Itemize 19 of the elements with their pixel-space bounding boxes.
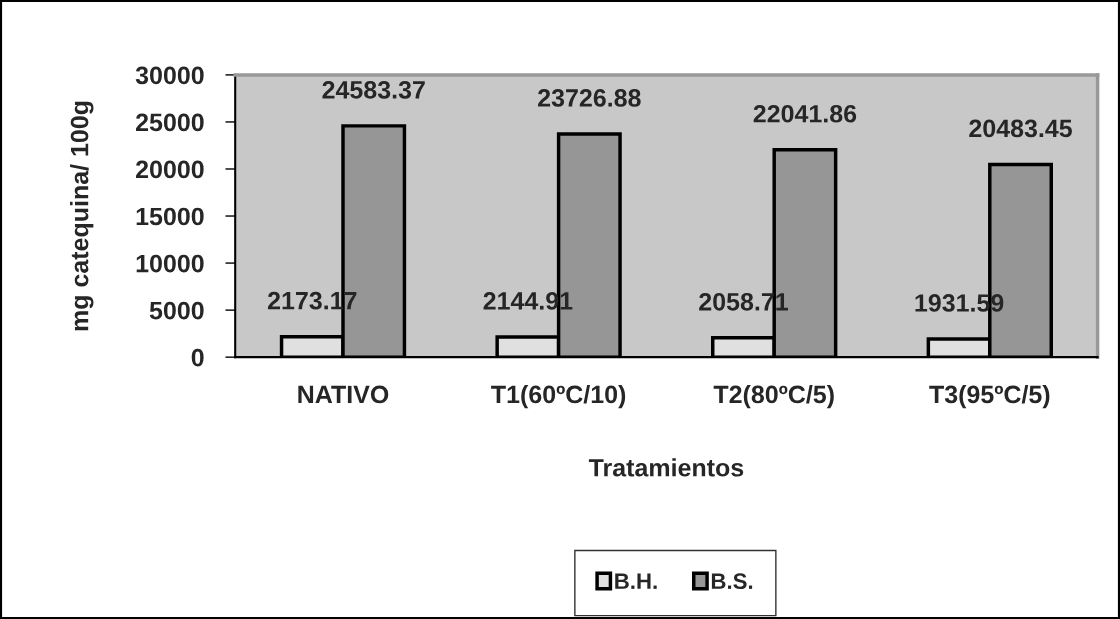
- y-tick-label: 0: [191, 348, 204, 367]
- data-label: 24583.37: [322, 81, 425, 99]
- y-tick-label: 15000: [136, 207, 204, 226]
- y-tick-label: 5000: [149, 301, 204, 320]
- data-label: 23726.88: [538, 89, 641, 107]
- data-label: 20483.45: [969, 119, 1072, 138]
- y-tick-label: 10000: [136, 254, 204, 273]
- legend-label: B.S.: [711, 573, 753, 590]
- x-tick-label: NATIVO: [298, 385, 389, 404]
- x-tick-label: T2(80ºC/5): [713, 384, 834, 409]
- y-tick-label: 30000: [135, 66, 204, 85]
- x-axis-title: Tratamientos: [588, 458, 744, 477]
- y-tick-label: 25000: [136, 113, 204, 132]
- y-axis-title: mg catequina/ 100g: [70, 101, 94, 331]
- y-tick-label: 20000: [136, 160, 204, 179]
- data-label: 22041.86: [753, 104, 857, 123]
- legend-label: B.H.: [615, 573, 657, 589]
- x-tick-label: T1(60ºC/10): [491, 384, 626, 409]
- x-tick-label: T3(95ºC/5): [929, 384, 1050, 409]
